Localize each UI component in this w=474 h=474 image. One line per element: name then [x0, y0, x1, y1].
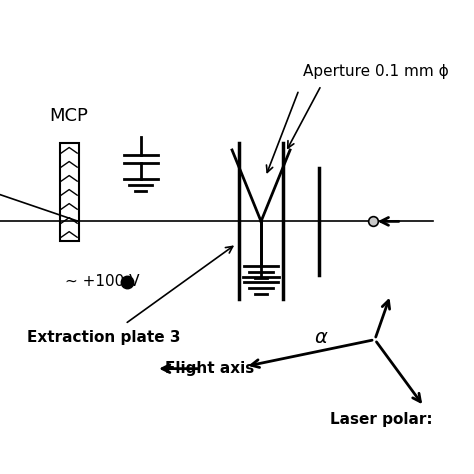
- Text: Extraction plate 3: Extraction plate 3: [27, 330, 180, 345]
- Text: Flight axis: Flight axis: [165, 361, 255, 376]
- Text: α: α: [315, 328, 328, 347]
- Text: Aperture 0.1 mm ϕ: Aperture 0.1 mm ϕ: [303, 64, 449, 80]
- Text: Laser polar:: Laser polar:: [330, 412, 433, 428]
- Text: MCP: MCP: [50, 108, 89, 126]
- Bar: [60, 143, 79, 241]
- Text: ~ +100 V: ~ +100 V: [65, 274, 139, 289]
